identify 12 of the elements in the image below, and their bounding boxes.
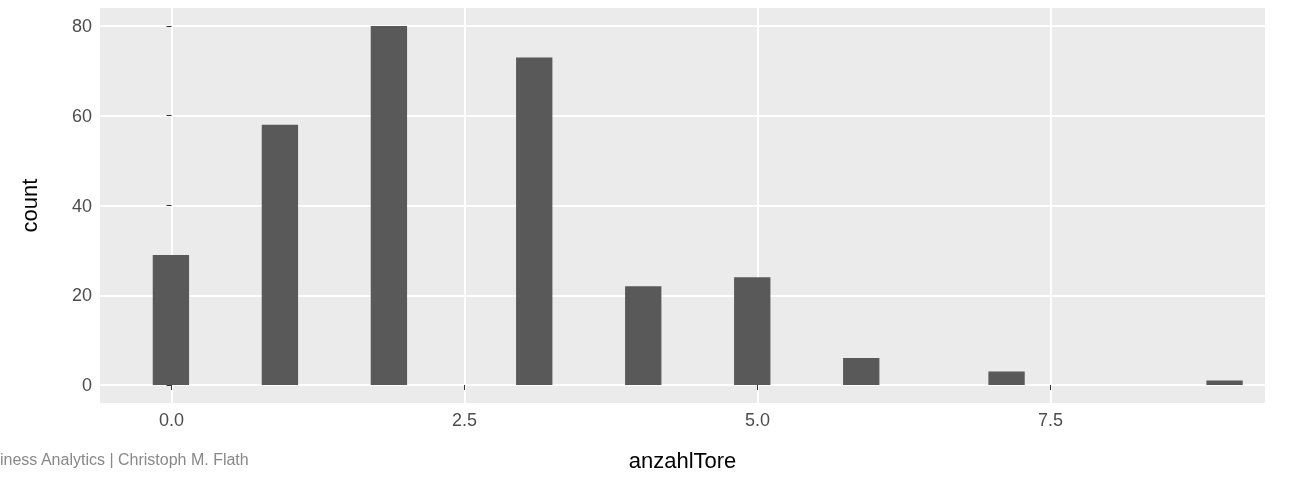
y-tick-label: 40 <box>71 195 92 216</box>
x-tick-label: 0.0 <box>158 410 185 430</box>
y-tick-label: 80 <box>71 15 92 36</box>
y-tick-label: 0 <box>81 375 92 396</box>
x-tick-label: 2.5 <box>451 410 478 430</box>
x-tick-label: 7.5 <box>1038 410 1064 430</box>
x-tick-label: 5.0 <box>744 410 771 430</box>
y-axis-title: count <box>16 178 42 233</box>
y-tick-label: 60 <box>71 105 92 126</box>
text: iness Analytics | Christoph M. Flath <box>0 450 249 468</box>
y-tick-label: 20 <box>71 285 92 306</box>
x-axis-title: anzahlTore <box>628 447 737 473</box>
